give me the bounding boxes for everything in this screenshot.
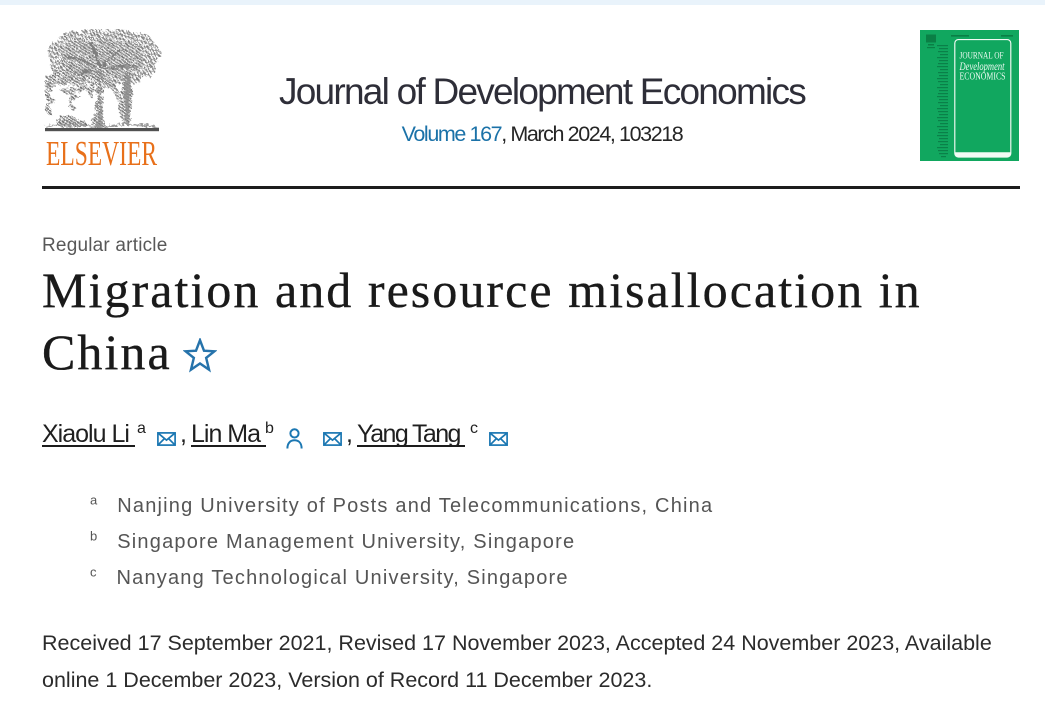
svg-text:ECONOMICS: ECONOMICS <box>960 72 1006 83</box>
svg-text:JOURNAL OF: JOURNAL OF <box>960 51 1004 61</box>
svg-text:Development: Development <box>959 59 1005 73</box>
svg-text:ELSEVIER: ELSEVIER <box>46 134 157 169</box>
